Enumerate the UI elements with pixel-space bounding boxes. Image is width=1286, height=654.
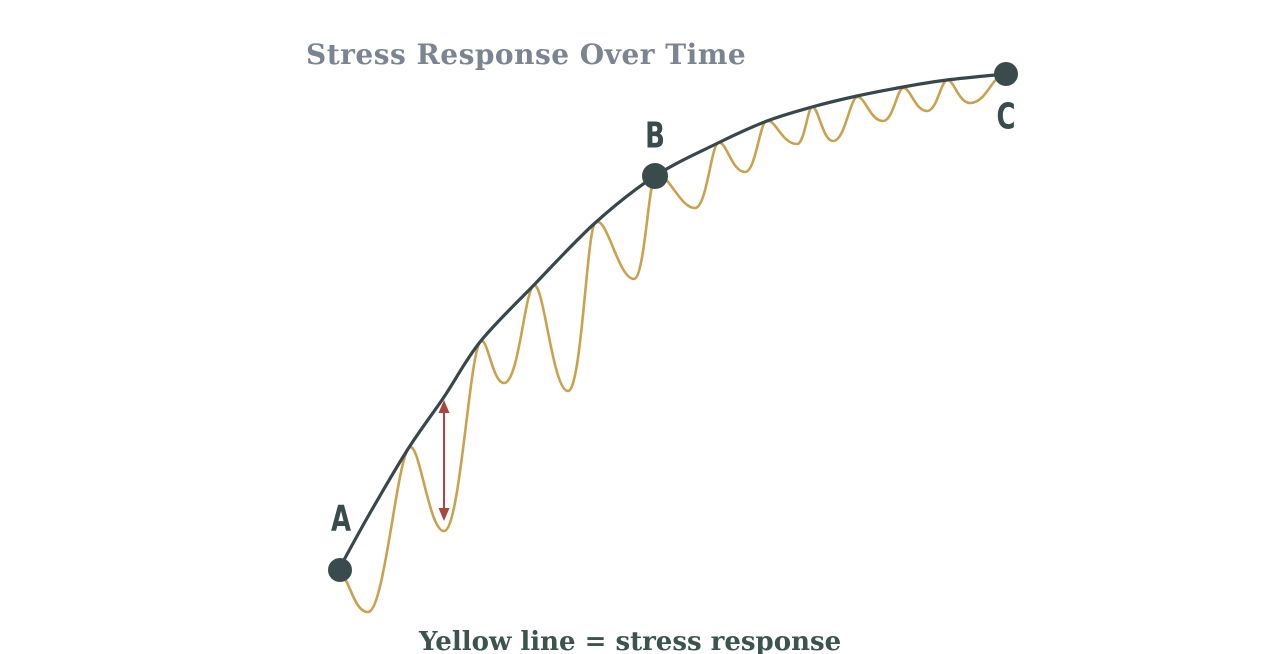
range-arrow <box>438 400 450 521</box>
stress-curve <box>342 75 1003 614</box>
point-label-c: C <box>996 96 1016 138</box>
legend-line-1: Yellow line = stress response <box>419 627 842 654</box>
markers <box>328 62 1018 582</box>
point-marker-c <box>994 62 1018 86</box>
fitness-curve <box>337 72 1008 571</box>
point-label-a: A <box>330 498 352 540</box>
point-marker-b <box>642 163 668 189</box>
legend: Yellow line = stress response Black line… <box>419 552 1030 654</box>
range-arrow-head-top <box>438 400 450 413</box>
point-marker-a <box>328 558 352 582</box>
diagram-title: Stress Response Over Time <box>306 38 747 71</box>
range-arrow-head-bottom <box>438 508 450 521</box>
point-label-b: B <box>645 115 665 157</box>
